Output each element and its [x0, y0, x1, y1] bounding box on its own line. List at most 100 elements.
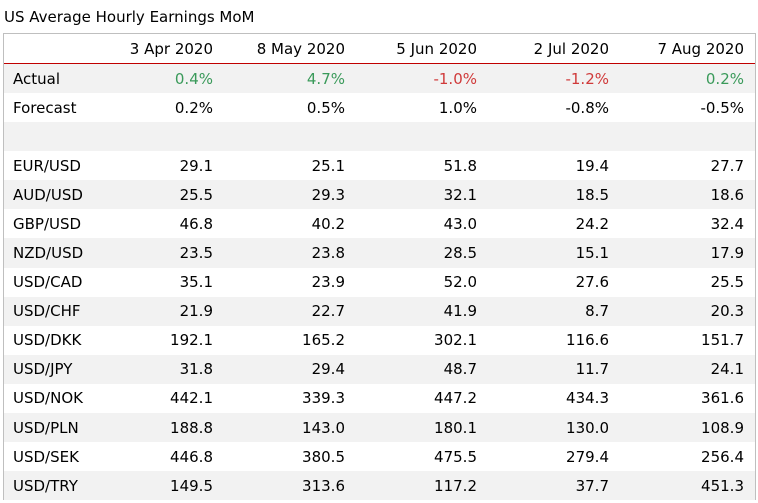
table-cell: 18.5: [488, 180, 620, 210]
forecast-value: -0.5%: [700, 98, 744, 117]
table-cell: 40.2: [311, 214, 345, 233]
table-row: USD/PLN 188.8 143.0 180.1 130.0 108.9: [4, 413, 755, 443]
table-cell: 256.4: [701, 447, 744, 466]
row-label: USD/PLN: [4, 413, 104, 443]
table-cell: 361.6: [701, 389, 744, 408]
row-label: USD/JPY: [4, 354, 104, 384]
table-row: USD/CAD 35.1 23.9 52.0 27.6 25.5: [4, 268, 755, 297]
table-cell: 32.1: [356, 180, 488, 210]
table-cell: 24.1: [620, 354, 755, 384]
table-cell: 37.7: [488, 471, 620, 501]
table-cell: 48.7: [356, 354, 488, 384]
table-cell: 28.5: [356, 238, 488, 268]
table-cell: 434.3: [566, 389, 609, 408]
table-cell: 17.9: [620, 238, 755, 268]
table-cell: 32.4: [710, 214, 744, 233]
table-cell: 475.5: [434, 447, 477, 466]
forecast-row: Forecast 0.2% 0.5% 1.0% -0.8% -0.5%: [4, 93, 755, 122]
actual-value: -1.2%: [488, 63, 620, 94]
table-cell: 143.0: [224, 413, 356, 443]
table-cell: 25.1: [311, 156, 345, 175]
spacer-cell: [356, 122, 488, 152]
table-cell: 25.5: [710, 273, 744, 292]
table-row: USD/DKK 192.1 165.2 302.1 116.6 151.7: [4, 326, 755, 355]
table-row: GBP/USD 46.8 40.2 43.0 24.2 32.4: [4, 209, 755, 238]
table-cell: 23.5: [104, 238, 224, 268]
column-header: 3 Apr 2020: [129, 39, 213, 58]
table-cell: 446.8: [170, 447, 213, 466]
table-cell: 11.7: [488, 354, 620, 384]
table-cell: 8.7: [488, 296, 620, 326]
row-label: NZD/USD: [4, 238, 104, 268]
forecast-value: 0.2%: [174, 98, 213, 117]
table-row: USD/TRY 149.5 313.6 117.2 37.7 451.3: [4, 471, 755, 501]
forecast-value: -0.8%: [565, 98, 609, 117]
spacer-row: [4, 122, 755, 152]
table-cell: 29.3: [224, 180, 356, 210]
column-header: 5 Jun 2020: [396, 39, 477, 58]
table-cell: 22.7: [224, 296, 356, 326]
table-cell: 21.9: [104, 296, 224, 326]
actual-value: 0.4%: [104, 63, 224, 94]
table-row: AUD/USD 25.5 29.3 32.1 18.5 18.6: [4, 180, 755, 210]
table-cell: 31.8: [104, 354, 224, 384]
table-cell: 108.9: [620, 413, 755, 443]
header-row: 3 Apr 2020 8 May 2020 5 Jun 2020 2 Jul 2020…: [4, 34, 755, 64]
column-header: 7 Aug 2020: [657, 39, 744, 58]
column-header: 2 Jul 2020: [533, 39, 609, 58]
table-cell: 442.1: [170, 389, 213, 408]
row-label: USD/DKK: [13, 331, 82, 350]
spacer-cell: [224, 122, 356, 152]
table-cell: 380.5: [302, 447, 345, 466]
table-cell: 130.0: [488, 413, 620, 443]
actual-row: Actual 0.4% 4.7% -1.0% -1.2% 0.2%: [4, 63, 755, 94]
table-row: USD/SEK 446.8 380.5 475.5 279.4 256.4: [4, 442, 755, 471]
row-label: EUR/USD: [13, 156, 81, 175]
spacer-cell: [488, 122, 620, 152]
table-cell: 41.9: [356, 296, 488, 326]
table-cell: 29.4: [224, 354, 356, 384]
table-cell: 23.8: [224, 238, 356, 268]
table-cell: 188.8: [104, 413, 224, 443]
forecast-value: 1.0%: [438, 98, 477, 117]
actual-label: Actual: [4, 63, 104, 94]
row-label: USD/SEK: [13, 447, 79, 466]
spacer-cell: [4, 122, 104, 152]
table-row: EUR/USD 29.1 25.1 51.8 19.4 27.7: [4, 151, 755, 180]
row-label: GBP/USD: [13, 214, 82, 233]
actual-value: -1.0%: [356, 63, 488, 94]
table-row: USD/JPY 31.8 29.4 48.7 11.7 24.1: [4, 354, 755, 384]
table-cell: 451.3: [620, 471, 755, 501]
table-cell: 279.4: [566, 447, 609, 466]
table-cell: 25.5: [104, 180, 224, 210]
column-header: 8 May 2020: [256, 39, 345, 58]
actual-value: 0.2%: [620, 63, 755, 94]
table-cell: 23.9: [311, 273, 345, 292]
table-cell: 192.1: [170, 331, 213, 350]
table-cell: 149.5: [104, 471, 224, 501]
row-label: USD/TRY: [4, 471, 104, 501]
table-cell: 27.7: [710, 156, 744, 175]
table-row: USD/NOK 442.1 339.3 447.2 434.3 361.6: [4, 384, 755, 413]
forecast-label: Forecast: [13, 98, 77, 117]
table-cell: 180.1: [356, 413, 488, 443]
data-table-frame: 3 Apr 2020 8 May 2020 5 Jun 2020 2 Jul 2020…: [3, 33, 756, 501]
table-cell: 19.4: [575, 156, 609, 175]
table-cell: 165.2: [302, 331, 345, 350]
table-cell: 151.7: [701, 331, 744, 350]
row-label: USD/CHF: [4, 296, 104, 326]
table-cell: 447.2: [434, 389, 477, 408]
table-cell: 52.0: [443, 273, 477, 292]
table-cell: 302.1: [434, 331, 477, 350]
row-label: USD/NOK: [13, 389, 83, 408]
table-row: USD/CHF 21.9 22.7 41.9 8.7 20.3: [4, 296, 755, 326]
table-cell: 27.6: [575, 273, 609, 292]
table-cell: 24.2: [575, 214, 609, 233]
spacer-cell: [104, 122, 224, 152]
table-cell: 117.2: [356, 471, 488, 501]
table-cell: 18.6: [620, 180, 755, 210]
table-cell: 46.8: [179, 214, 213, 233]
table-title: US Average Hourly Earnings MoM: [4, 8, 255, 26]
table-cell: 116.6: [566, 331, 609, 350]
header-corner: [4, 34, 104, 64]
